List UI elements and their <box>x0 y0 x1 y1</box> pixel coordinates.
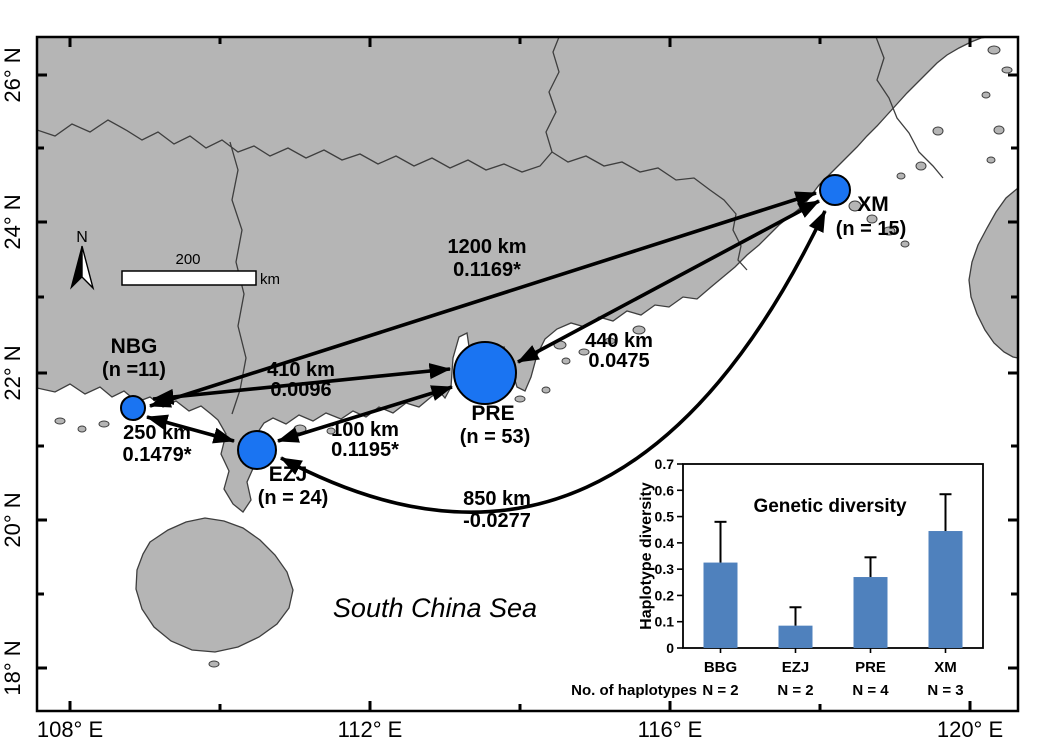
connection-fst-label: 0.0096 <box>270 379 331 401</box>
island <box>561 357 571 365</box>
inset-y-tick-label: 0.2 <box>655 587 675 603</box>
island <box>987 45 1001 55</box>
island <box>77 425 87 433</box>
connection-fst-label: 0.1195* <box>331 439 399 461</box>
island <box>1001 66 1013 74</box>
taiwan-island <box>968 187 1018 359</box>
inset-y-tick-label: 0.7 <box>655 456 675 472</box>
x-axis-tick-label: 108° E <box>37 717 103 742</box>
inset-y-tick-label: 0.3 <box>655 561 675 577</box>
connection-distance-label: 440 km <box>585 330 653 352</box>
scale-bar-distance: 200 <box>175 251 200 268</box>
inset-note-label: No. of haplotypes <box>571 682 697 699</box>
x-axis-tick-label: 116° E <box>638 717 703 742</box>
island <box>915 161 927 171</box>
connection-labels: 1200 km0.1169* 410 km0.0096 440 km0.0475 25… <box>123 236 653 532</box>
island <box>541 386 551 394</box>
site-circle-pre <box>453 341 517 405</box>
island <box>54 417 66 425</box>
island <box>208 660 220 668</box>
inset-y-tick-label: 0.6 <box>655 482 675 498</box>
connection-distance-label: 1200 km <box>448 236 527 258</box>
connection-fst-label: 0.1479* <box>123 444 192 466</box>
sea-label: South China Sea <box>333 593 537 623</box>
map-frame <box>35 35 1020 713</box>
site-sample-size-label: (n = 15) <box>836 218 907 240</box>
connection-arrow-nbg-ezj <box>145 414 236 444</box>
island <box>932 126 944 136</box>
connection-distance-label: 250 km <box>123 422 191 444</box>
map-axes: 108° E 112° E 116° E 120° E 26° N 24° N 22° N 2… <box>0 37 1018 742</box>
y-axis-tick-label: 20° N <box>0 492 25 547</box>
site-circle-ezj <box>237 430 277 470</box>
island <box>882 226 896 236</box>
inset-category-label: PRE <box>855 659 886 676</box>
inset-chart: 0 0.1 0.2 0.3 0.4 0.5 0.6 0.7 BBG N = 2 EZJ N = 2 PR… <box>571 456 984 699</box>
site-name-label: NBG <box>111 335 158 358</box>
island <box>896 172 906 180</box>
site-markers: NBG(n =11) EZJ(n = 24) PRE(n = 53) XM(n = 1… <box>102 174 907 509</box>
connection-arrow-ezj-xm <box>280 210 827 514</box>
y-axis-tick-label: 18° N <box>0 640 25 695</box>
y-axis-tick-label: 24° N <box>0 194 25 249</box>
inset-y-tick-label: 0 <box>666 640 674 656</box>
connection-arrows <box>145 191 827 514</box>
scale-bar-unit: km <box>260 271 280 288</box>
site-circle-xm <box>819 174 851 206</box>
inset-category-label: EZJ <box>782 659 810 676</box>
island <box>866 214 878 224</box>
inset-n-label: N = 2 <box>702 682 738 699</box>
inset-y-tick-label: 0.1 <box>655 614 675 630</box>
site-name-label: XM <box>857 193 889 216</box>
inset-n-label: N = 3 <box>927 682 963 699</box>
island <box>981 91 991 99</box>
inset-bar-ezj <box>778 625 813 648</box>
connection-distance-label: 850 km <box>463 488 531 510</box>
island <box>993 125 1005 135</box>
site-circle-nbg <box>120 395 146 421</box>
inset-bar-xm <box>928 531 963 648</box>
inset-category-label: BBG <box>704 659 737 676</box>
inset-y-tick-label: 0.4 <box>655 535 675 551</box>
x-axis-tick-label: 112° E <box>338 717 403 742</box>
island <box>848 200 862 212</box>
connection-distance-label: 100 km <box>331 419 399 441</box>
site-sample-size-label: (n =11) <box>102 359 166 381</box>
inset-n-label: N = 4 <box>852 682 889 699</box>
site-sample-size-label: (n = 53) <box>460 426 531 448</box>
inset-y-axis-label: Haplotype diversity <box>638 482 655 630</box>
inset-n-label: N = 2 <box>777 682 813 699</box>
y-axis-tick-label: 26° N <box>0 47 25 102</box>
connection-fst-label: -0.0277 <box>463 510 531 532</box>
y-axis-tick-label: 22° N <box>0 345 25 400</box>
island <box>900 240 910 248</box>
connection-fst-label: 0.1169* <box>453 259 521 281</box>
site-name-label: EZJ <box>269 463 308 486</box>
x-axis-tick-label: 120° E <box>937 717 1003 742</box>
island <box>986 156 996 164</box>
inset-y-tick-label: 0.5 <box>655 509 675 525</box>
inset-category-label: XM <box>934 659 957 676</box>
inset-bar-pre <box>853 577 888 648</box>
island <box>514 395 526 403</box>
site-sample-size-label: (n = 24) <box>258 487 329 509</box>
island <box>98 420 110 428</box>
inset-title: Genetic diversity <box>753 496 907 517</box>
connection-fst-label: 0.0475 <box>588 350 649 372</box>
site-name-label: PRE <box>471 402 514 425</box>
north-arrow-label: N <box>76 229 88 246</box>
inset-bar-bbg <box>703 562 738 648</box>
hainan-island <box>135 517 294 653</box>
connection-distance-label: 410 km <box>267 359 335 381</box>
north-arrow-icon: N <box>70 229 95 291</box>
